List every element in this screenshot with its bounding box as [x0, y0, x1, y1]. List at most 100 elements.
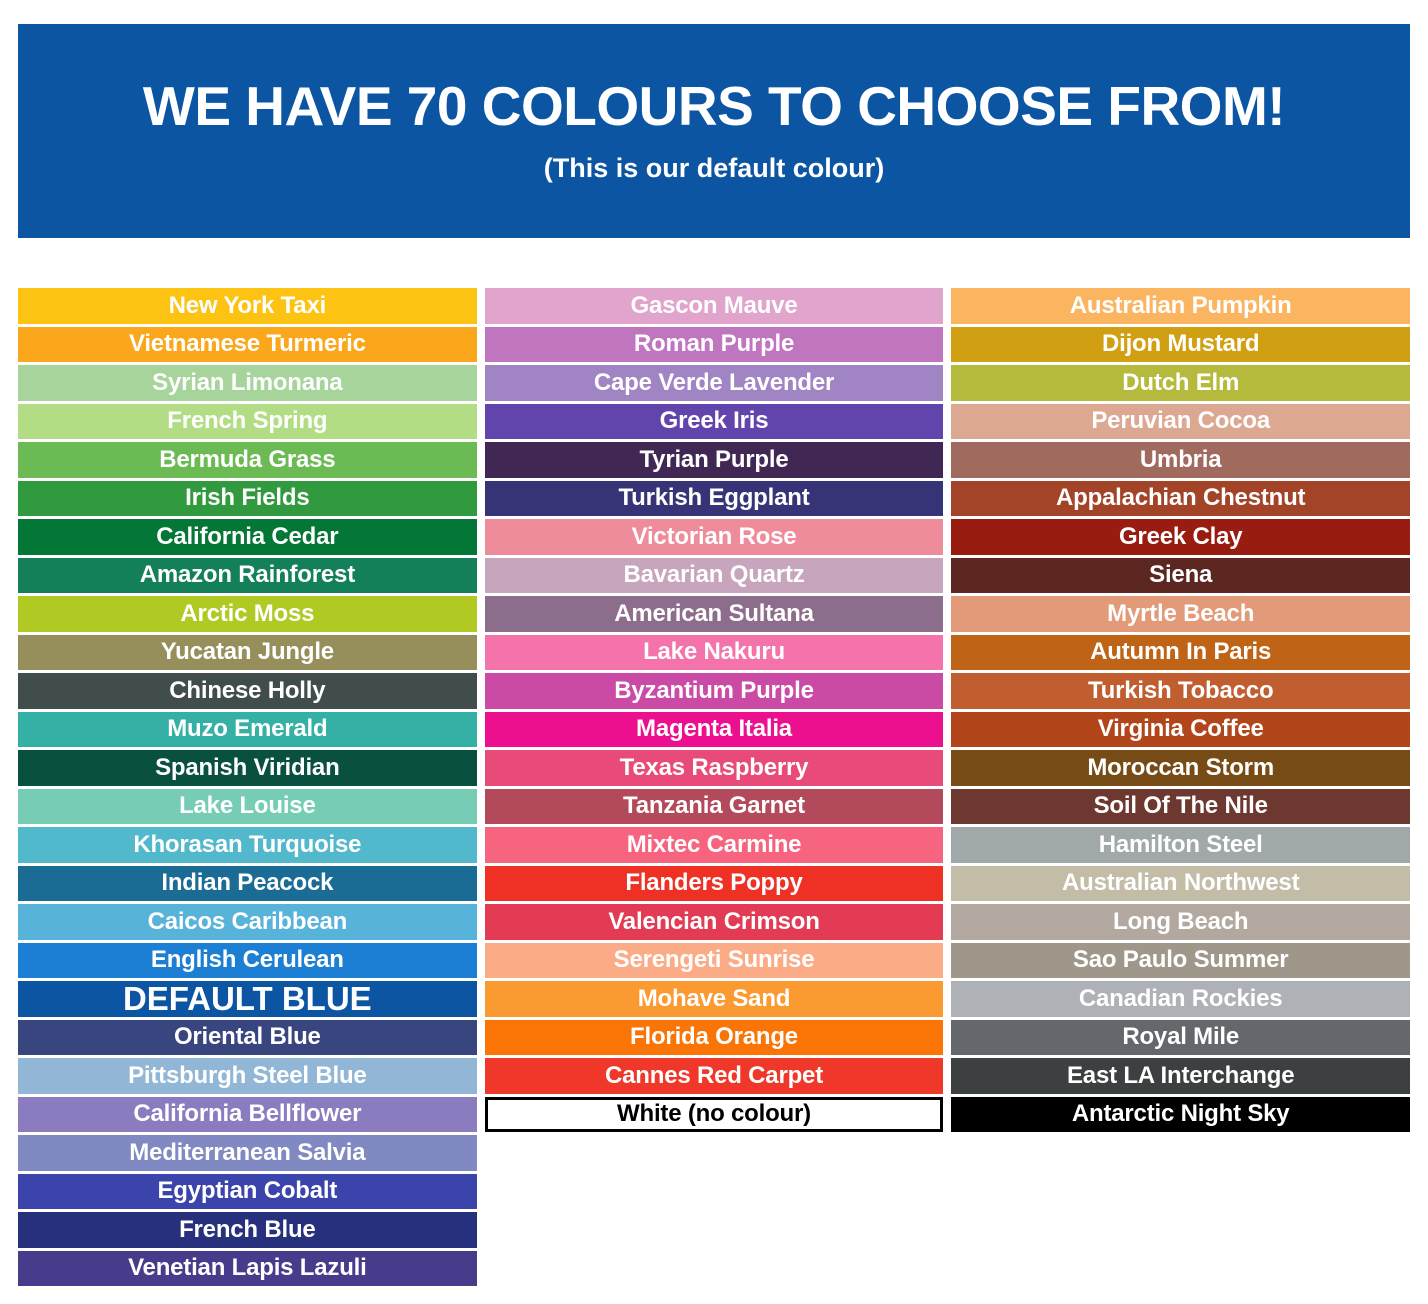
- colour-swatch[interactable]: East LA Interchange: [951, 1058, 1411, 1094]
- colour-swatch-label: Sao Paulo Summer: [1072, 946, 1289, 974]
- colour-swatch[interactable]: Irish Fields: [18, 480, 477, 516]
- colour-swatch[interactable]: Florida Orange: [484, 1019, 944, 1055]
- colour-swatch[interactable]: Dutch Elm: [951, 365, 1411, 401]
- colour-swatch[interactable]: California Bellflower: [18, 1096, 477, 1132]
- colour-swatch[interactable]: Vietnamese Turmeric: [18, 326, 477, 362]
- colour-swatch-label: American Sultana: [614, 599, 814, 627]
- colour-swatch[interactable]: Lake Nakuru: [484, 634, 944, 670]
- colour-swatch-label: Syrian Limonana: [152, 368, 343, 396]
- colour-swatch[interactable]: Hamilton Steel: [951, 827, 1411, 863]
- colour-swatch[interactable]: Turkish Eggplant: [484, 480, 944, 516]
- colour-swatch[interactable]: Syrian Limonana: [18, 365, 477, 401]
- colour-swatch-label: DEFAULT BLUE: [122, 981, 372, 1017]
- colour-swatch-label: Myrtle Beach: [1107, 599, 1255, 627]
- colour-swatch[interactable]: Moroccan Storm: [951, 750, 1411, 786]
- colour-swatch-label: Autumn In Paris: [1090, 638, 1272, 666]
- colour-swatch[interactable]: Egyptian Cobalt: [18, 1173, 477, 1209]
- colour-swatch-label: Arctic Moss: [180, 599, 315, 627]
- colour-swatch[interactable]: Venetian Lapis Lazuli: [18, 1250, 477, 1286]
- colour-swatch[interactable]: Valencian Crimson: [484, 904, 944, 940]
- colour-swatch[interactable]: Bermuda Grass: [18, 442, 477, 478]
- colour-swatch-label: Amazon Rainforest: [139, 561, 355, 589]
- colour-swatch[interactable]: Dijon Mustard: [951, 326, 1411, 362]
- colour-swatch-label: Victorian Rose: [631, 522, 797, 550]
- colour-swatch[interactable]: Pittsburgh Steel Blue: [18, 1058, 477, 1094]
- colour-swatch[interactable]: Chinese Holly: [18, 673, 477, 709]
- colour-swatch[interactable]: Bavarian Quartz: [484, 557, 944, 593]
- colour-swatch[interactable]: Umbria: [951, 442, 1411, 478]
- colour-swatch[interactable]: Serengeti Sunrise: [484, 942, 944, 978]
- colour-swatch[interactable]: White (no colour): [484, 1096, 944, 1132]
- colour-swatch[interactable]: Australian Northwest: [951, 865, 1411, 901]
- header-banner: WE HAVE 70 COLOURS TO CHOOSE FROM! (This…: [18, 24, 1410, 238]
- colour-swatch[interactable]: Greek Clay: [951, 519, 1411, 555]
- colour-swatch[interactable]: Greek Iris: [484, 403, 944, 439]
- colour-swatch[interactable]: Muzo Emerald: [18, 711, 477, 747]
- colour-swatch[interactable]: Mohave Sand: [484, 981, 944, 1017]
- colour-swatch[interactable]: Magenta Italia: [484, 711, 944, 747]
- colour-swatch[interactable]: Sao Paulo Summer: [951, 942, 1411, 978]
- colour-swatch[interactable]: Mediterranean Salvia: [18, 1135, 477, 1171]
- colour-swatch[interactable]: Indian Peacock: [18, 865, 477, 901]
- colour-swatch-label: Gascon Mauve: [630, 291, 798, 319]
- colour-swatch[interactable]: Spanish Viridian: [18, 750, 477, 786]
- colour-swatch[interactable]: American Sultana: [484, 596, 944, 632]
- page-title: WE HAVE 70 COLOURS TO CHOOSE FROM!: [142, 74, 1286, 137]
- colour-swatch[interactable]: Soil Of The Nile: [951, 788, 1411, 824]
- colour-swatch[interactable]: Tyrian Purple: [484, 442, 944, 478]
- colour-swatch[interactable]: Cape Verde Lavender: [484, 365, 944, 401]
- colour-swatch[interactable]: Texas Raspberry: [484, 750, 944, 786]
- colour-swatch-label: Bermuda Grass: [159, 445, 336, 473]
- colour-swatch-label: Siena: [1149, 561, 1213, 589]
- colour-swatch-label: Moroccan Storm: [1087, 753, 1274, 781]
- colour-swatch[interactable]: Byzantium Purple: [484, 673, 944, 709]
- colour-swatch-label: Greek Clay: [1118, 522, 1243, 550]
- colour-swatch[interactable]: Gascon Mauve: [484, 288, 944, 324]
- colour-swatch[interactable]: California Cedar: [18, 519, 477, 555]
- colour-swatch[interactable]: Turkish Tobacco: [951, 673, 1411, 709]
- colour-swatch[interactable]: Antarctic Night Sky: [951, 1096, 1411, 1132]
- colour-swatch[interactable]: Victorian Rose: [484, 519, 944, 555]
- colour-swatch[interactable]: Siena: [951, 557, 1411, 593]
- colour-swatch-label: Irish Fields: [185, 484, 310, 512]
- colour-swatch[interactable]: Amazon Rainforest: [18, 557, 477, 593]
- colour-swatch[interactable]: Australian Pumpkin: [951, 288, 1411, 324]
- colour-swatch-label: Lake Louise: [179, 792, 316, 820]
- colour-swatch[interactable]: Oriental Blue: [18, 1019, 477, 1055]
- colour-swatch-label: Flanders Poppy: [625, 869, 803, 897]
- colour-swatch-label: Spanish Viridian: [155, 753, 340, 781]
- colour-swatch[interactable]: Long Beach: [951, 904, 1411, 940]
- colour-swatch[interactable]: DEFAULT BLUE: [18, 981, 477, 1017]
- colour-swatch[interactable]: English Cerulean: [18, 942, 477, 978]
- colour-swatch-label: California Cedar: [156, 522, 339, 550]
- colour-swatch[interactable]: Lake Louise: [18, 788, 477, 824]
- colour-swatch[interactable]: Khorasan Turquoise: [18, 827, 477, 863]
- colour-swatch-label: Antarctic Night Sky: [1071, 1100, 1290, 1128]
- colour-swatch[interactable]: Arctic Moss: [18, 596, 477, 632]
- colour-swatch[interactable]: Yucatan Jungle: [18, 634, 477, 670]
- colour-swatch[interactable]: Mixtec Carmine: [484, 827, 944, 863]
- colour-swatch[interactable]: Flanders Poppy: [484, 865, 944, 901]
- colour-swatch[interactable]: Virginia Coffee: [951, 711, 1411, 747]
- colour-swatch-label: Lake Nakuru: [643, 638, 785, 666]
- colour-swatch[interactable]: French Spring: [18, 403, 477, 439]
- colour-swatch[interactable]: Tanzania Garnet: [484, 788, 944, 824]
- colour-swatch-label: Valencian Crimson: [608, 907, 820, 935]
- colour-swatch[interactable]: Roman Purple: [484, 326, 944, 362]
- colour-swatch[interactable]: Appalachian Chestnut: [951, 480, 1411, 516]
- colour-swatch[interactable]: Caicos Caribbean: [18, 904, 477, 940]
- colour-swatch-label: Magenta Italia: [636, 715, 792, 743]
- colour-swatch-label: Mixtec Carmine: [626, 830, 802, 858]
- colour-swatch-label: Venetian Lapis Lazuli: [128, 1254, 367, 1282]
- colour-swatch[interactable]: Royal Mile: [951, 1019, 1411, 1055]
- colour-swatch[interactable]: Cannes Red Carpet: [484, 1058, 944, 1094]
- colour-swatch-label: Peruvian Cocoa: [1091, 407, 1270, 435]
- colour-swatch-label: Khorasan Turquoise: [133, 830, 362, 858]
- colour-swatch-label: Byzantium Purple: [614, 676, 814, 704]
- colour-swatch[interactable]: Myrtle Beach: [951, 596, 1411, 632]
- colour-swatch[interactable]: Canadian Rockies: [951, 981, 1411, 1017]
- colour-swatch[interactable]: French Blue: [18, 1212, 477, 1248]
- colour-swatch[interactable]: Peruvian Cocoa: [951, 403, 1411, 439]
- colour-swatch[interactable]: New York Taxi: [18, 288, 477, 324]
- colour-swatch[interactable]: Autumn In Paris: [951, 634, 1411, 670]
